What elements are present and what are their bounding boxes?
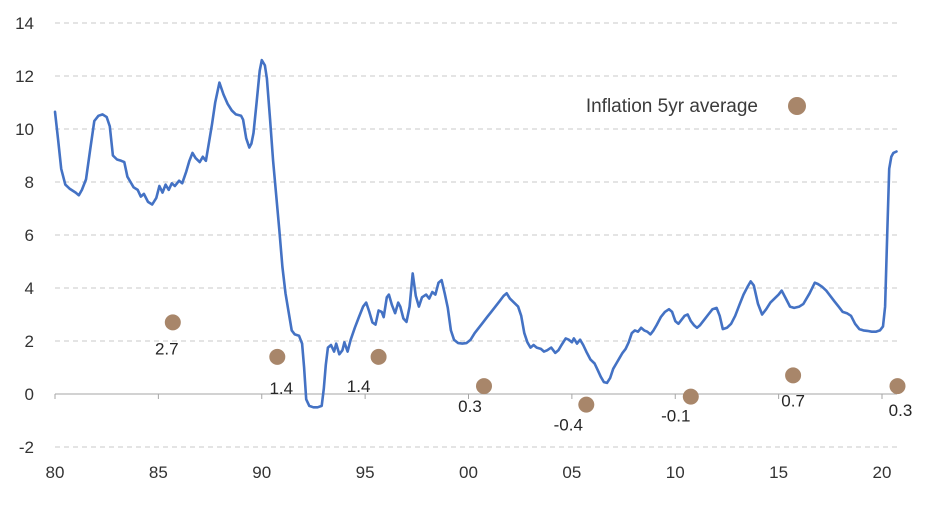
avg-dot-label: 1.4 [347, 377, 371, 396]
x-axis-label: 00 [459, 463, 478, 482]
avg-dot [889, 378, 906, 395]
avg-dot-label: -0.4 [554, 416, 583, 435]
x-axis-label: 85 [149, 463, 168, 482]
avg-dot [682, 388, 699, 405]
avg-dot [785, 367, 802, 384]
y-axis-label: 14 [15, 14, 34, 33]
x-axis-label: 80 [46, 463, 65, 482]
y-axis-label: 6 [25, 226, 34, 245]
avg-dot [370, 348, 387, 365]
avg-dot [578, 396, 595, 413]
y-axis-label: 2 [25, 332, 34, 351]
x-axis-label: 10 [666, 463, 685, 482]
avg-dot-label: 0.3 [889, 401, 913, 420]
y-axis-label: -2 [19, 438, 34, 457]
y-axis-label: 4 [25, 279, 34, 298]
x-axis-label: 20 [873, 463, 892, 482]
avg-dot [269, 348, 286, 365]
x-axis-label: 95 [356, 463, 375, 482]
avg-dot-label: -0.1 [661, 407, 690, 426]
x-axis-label: 05 [562, 463, 581, 482]
legend-marker-icon [788, 97, 806, 115]
y-axis-label: 8 [25, 173, 34, 192]
inflation-line-series [53, 58, 898, 409]
avg-dot-label: 0.7 [781, 391, 805, 410]
avg-dot-label: 0.3 [458, 397, 482, 416]
legend-label: Inflation 5yr average [586, 96, 758, 117]
y-axis-label: 10 [15, 120, 34, 139]
y-axis-label: 12 [15, 67, 34, 86]
avg-dot-label: 2.7 [155, 339, 179, 358]
x-axis-label: 15 [769, 463, 788, 482]
avg-dot [476, 378, 492, 395]
avg-dot-label: 1.4 [269, 379, 293, 398]
avg-dot [164, 314, 181, 331]
y-axis-label: 0 [25, 385, 34, 404]
x-axis-label: 90 [252, 463, 271, 482]
